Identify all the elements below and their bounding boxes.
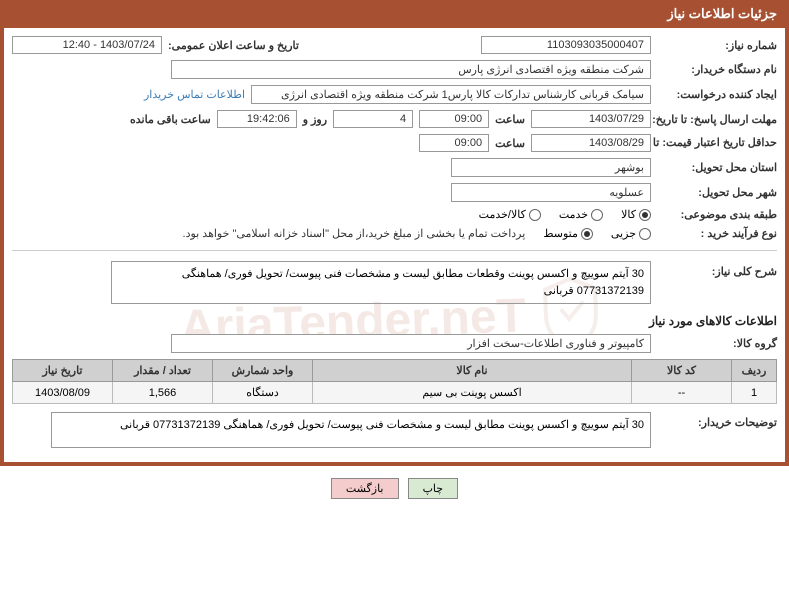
response-date-field: 1403/07/29 [531, 110, 651, 128]
th-row: ردیف [732, 360, 777, 382]
table-cell: 1,566 [113, 382, 213, 404]
time-label-1: ساعت [495, 113, 525, 126]
requester-field: سیامک قربانی کارشناس تدارکات کالا پارس1 … [251, 85, 651, 104]
th-qty: تعداد / مقدار [113, 360, 213, 382]
buyer-notes-label: توضیحات خریدار: [657, 412, 777, 429]
th-code: کد کالا [632, 360, 732, 382]
remain-label: ساعت باقی مانده [130, 113, 211, 126]
time-label-2: ساعت [495, 137, 525, 150]
delivery-province-label: استان محل تحویل: [657, 161, 777, 174]
th-unit: واحد شمارش [213, 360, 313, 382]
radio-dot-icon [591, 209, 603, 221]
days-label: روز و [303, 113, 327, 126]
table-cell: اکسس پوینت بی سیم [313, 382, 632, 404]
requester-label: ایجاد کننده درخواست: [657, 88, 777, 101]
table-cell: 1403/08/09 [13, 382, 113, 404]
th-name: نام کالا [313, 360, 632, 382]
purchase-note: پرداخت تمام یا بخشی از مبلغ خرید،از محل … [183, 227, 526, 240]
radio-dot-icon [639, 209, 651, 221]
radio-medium[interactable]: متوسط [543, 227, 593, 240]
announce-date-field: 1403/07/24 - 12:40 [12, 36, 162, 54]
price-validity-label: حداقل تاریخ اعتبار قیمت: تا تاریخ: [657, 136, 777, 150]
action-buttons: چاپ بازگشت [0, 478, 789, 499]
response-deadline-label: مهلت ارسال پاسخ: تا تاریخ: [657, 113, 777, 126]
radio-service[interactable]: خدمت [559, 208, 603, 221]
radio-goods[interactable]: کالا [621, 208, 651, 221]
days-num-field: 4 [333, 110, 413, 128]
price-validity-date-field: 1403/08/29 [531, 134, 651, 152]
delivery-city-field: عسلویه [451, 183, 651, 202]
radio-partial[interactable]: جزیی [611, 227, 651, 240]
price-validity-time-field: 09:00 [419, 134, 489, 152]
delivery-city-label: شهر محل تحویل: [657, 186, 777, 199]
need-number-field: 1103093035000407 [481, 36, 651, 54]
announce-date-label: تاریخ و ساعت اعلان عمومی: [168, 39, 299, 52]
table-cell: 1 [732, 382, 777, 404]
contact-link[interactable]: اطلاعات تماس خریدار [144, 88, 245, 101]
need-summary-label: شرح کلی نیاز: [657, 261, 777, 278]
goods-section-title: اطلاعات کالاهای مورد نیاز [12, 314, 777, 328]
goods-table: ردیف کد کالا نام کالا واحد شمارش تعداد /… [12, 359, 777, 404]
buyer-org-field: شرکت منطقه ویژه اقتصادی انرژی پارس [171, 60, 651, 79]
delivery-province-field: بوشهر [451, 158, 651, 177]
radio-dot-icon [639, 228, 651, 240]
back-button[interactable]: بازگشت [331, 478, 399, 499]
print-button[interactable]: چاپ [408, 478, 459, 499]
need-number-label: شماره نیاز: [657, 39, 777, 52]
table-cell: دستگاه [213, 382, 313, 404]
th-need-date: تاریخ نیاز [13, 360, 113, 382]
radio-goods-service[interactable]: کالا/خدمت [479, 208, 541, 221]
radio-dot-icon [529, 209, 541, 221]
goods-group-label: گروه کالا: [657, 337, 777, 350]
form-frame: شماره نیاز: 1103093035000407 تاریخ و ساع… [0, 28, 789, 466]
buyer-org-label: نام دستگاه خریدار: [657, 63, 777, 76]
response-time-field: 09:00 [419, 110, 489, 128]
buyer-notes-field: 30 آیتم سوییچ و اکسس پوینت مطابق لیست و … [51, 412, 651, 448]
remain-time-field: 19:42:06 [217, 110, 297, 128]
table-row: 1--اکسس پوینت بی سیمدستگاه1,5661403/08/0… [13, 382, 777, 404]
page-header: جزئیات اطلاعات نیاز [0, 0, 789, 28]
purchase-type-label: نوع فرآیند خرید : [657, 227, 777, 240]
page-title: جزئیات اطلاعات نیاز [667, 6, 777, 21]
table-cell: -- [632, 382, 732, 404]
goods-group-field: کامپیوتر و فناوری اطلاعات-سخت افزار [171, 334, 651, 353]
category-label: طبقه بندی موضوعی: [657, 208, 777, 221]
need-summary-field: 30 آیتم سوییچ و اکسس پوینت وقطعات مطابق … [111, 261, 651, 304]
radio-dot-icon [581, 228, 593, 240]
